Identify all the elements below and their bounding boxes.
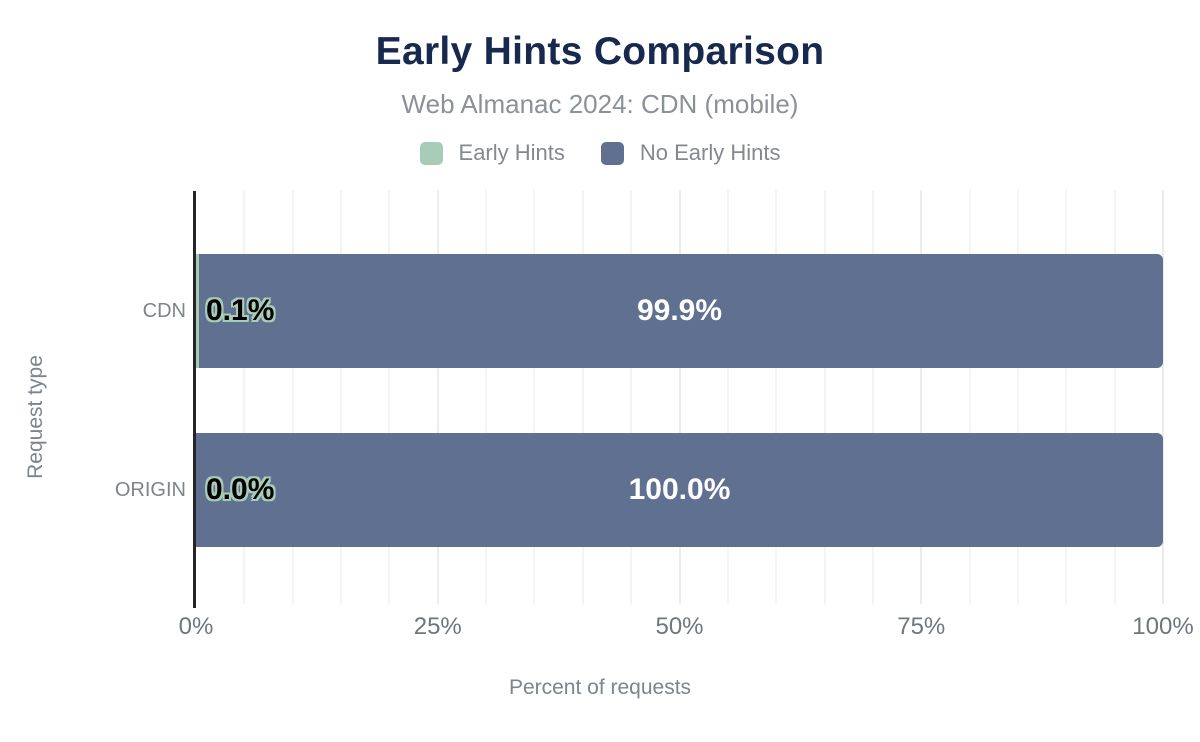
y-axis-title: Request type	[24, 355, 47, 479]
gridline	[726, 190, 729, 604]
x-tick-label: 25%	[413, 613, 462, 640]
y-axis-line	[193, 191, 196, 608]
x-tick-label: 75%	[897, 613, 946, 640]
x-tick-label: 0%	[178, 613, 214, 640]
gridline	[485, 190, 488, 604]
category-label-cdn: CDN	[142, 300, 186, 322]
gridline	[533, 190, 536, 604]
gridline	[775, 190, 778, 604]
gridline	[436, 190, 439, 604]
gridline	[968, 190, 971, 604]
legend: Early Hints No Early Hints	[0, 140, 1200, 166]
gridline	[871, 190, 874, 604]
x-axis-title: Percent of requests	[508, 676, 692, 699]
gridline	[823, 190, 826, 604]
gridline	[243, 190, 246, 604]
gridline	[1113, 190, 1116, 604]
bar-value-label-no-early-hints: 99.9%	[636, 294, 723, 327]
bar-value-label-no-early-hints: 100.0%	[628, 473, 731, 506]
gridline	[1016, 190, 1019, 604]
chart-title: Early Hints Comparison	[375, 30, 825, 73]
bar-value-label-early-hints: 0.1%	[206, 294, 275, 327]
bar-segment-no-early-hints	[198, 254, 1163, 368]
bar-segment-early-hints	[196, 254, 199, 368]
gridline	[581, 190, 584, 604]
bar-segment-no-early-hints	[196, 433, 1163, 547]
x-tick-label: 100%	[1132, 613, 1194, 640]
legend-label: Early Hints	[458, 140, 565, 165]
legend-swatch-no-early-hints	[600, 141, 624, 165]
category-label-origin: ORIGIN	[114, 479, 186, 501]
gridline	[678, 190, 681, 604]
gridline	[1162, 190, 1164, 604]
gridline	[291, 190, 294, 604]
gridline	[1065, 190, 1068, 604]
legend-label: No Early Hints	[639, 140, 781, 165]
legend-swatch-early-hints	[419, 141, 443, 165]
gridline	[920, 190, 923, 604]
x-tick-label: 50%	[655, 613, 704, 640]
legend-item: No Early Hints	[600, 140, 781, 166]
chart-subtitle: Web Almanac 2024: CDN (mobile)	[401, 89, 799, 119]
gridline	[388, 190, 391, 604]
gridline	[630, 190, 633, 604]
legend-item: Early Hints	[419, 140, 565, 166]
bar-value-label-early-hints: 0.0%	[206, 473, 275, 506]
gridline	[340, 190, 343, 604]
